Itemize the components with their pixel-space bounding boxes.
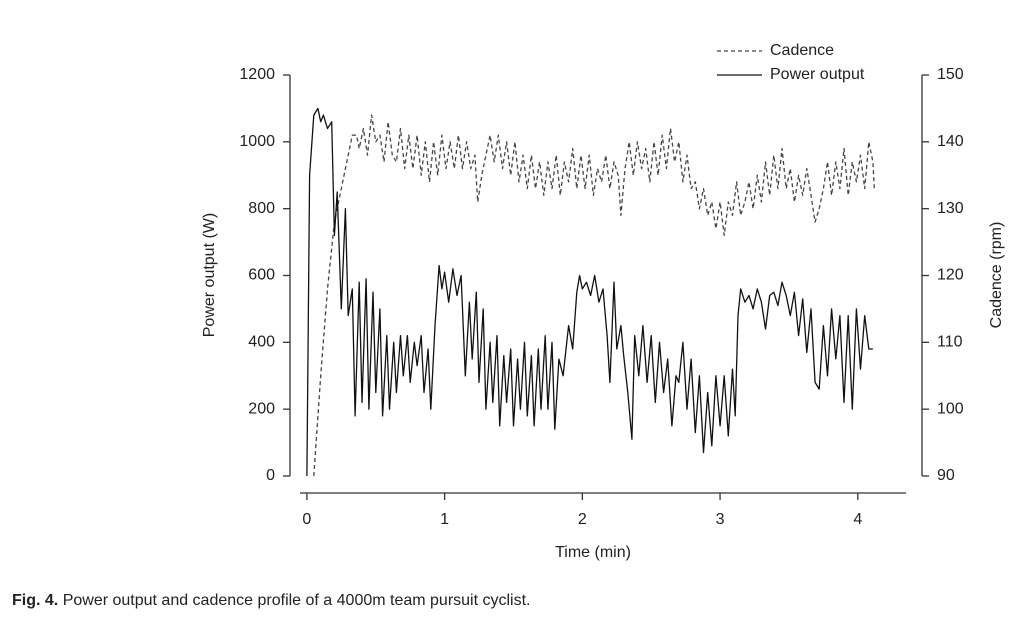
y-tick-label: 800: [248, 200, 275, 217]
y-axis-label: Power output (W): [201, 213, 218, 337]
y2-tick-label: 130: [937, 200, 964, 217]
series-line: [306, 107, 873, 477]
x-tick-label: 2: [578, 511, 587, 528]
x-tick-label: 3: [716, 511, 725, 528]
y2-tick-label: 150: [937, 66, 964, 83]
x-tick-label: 1: [440, 511, 449, 528]
y2-tick-label: 120: [937, 267, 964, 284]
x-tick-label: 0: [302, 511, 311, 528]
y2-tick-label: 100: [937, 400, 964, 417]
legend-label: Cadence: [770, 42, 834, 59]
caption-label: Fig. 4.: [12, 592, 58, 609]
y-tick-label: 1000: [239, 133, 275, 150]
y2-axis-label: Cadence (rpm): [988, 222, 1005, 329]
caption-text: Power output and cadence profile of a 40…: [63, 592, 531, 609]
x-tick-label: 4: [853, 511, 862, 528]
y2-tick-label: 90: [937, 467, 955, 484]
y-tick-label: 0: [266, 467, 275, 484]
y-tick-label: 400: [248, 334, 275, 351]
series-line: [313, 114, 875, 477]
x-axis-label: Time (min): [555, 544, 631, 561]
y2-tick-label: 140: [937, 133, 964, 150]
legend-label: Power output: [770, 66, 865, 83]
caption: Fig. 4. Power output and cadence profile…: [12, 592, 531, 609]
y-tick-label: 1200: [239, 66, 275, 83]
y2-tick-label: 110: [937, 334, 963, 351]
y-tick-label: 600: [248, 267, 275, 284]
y-tick-label: 200: [248, 400, 275, 417]
